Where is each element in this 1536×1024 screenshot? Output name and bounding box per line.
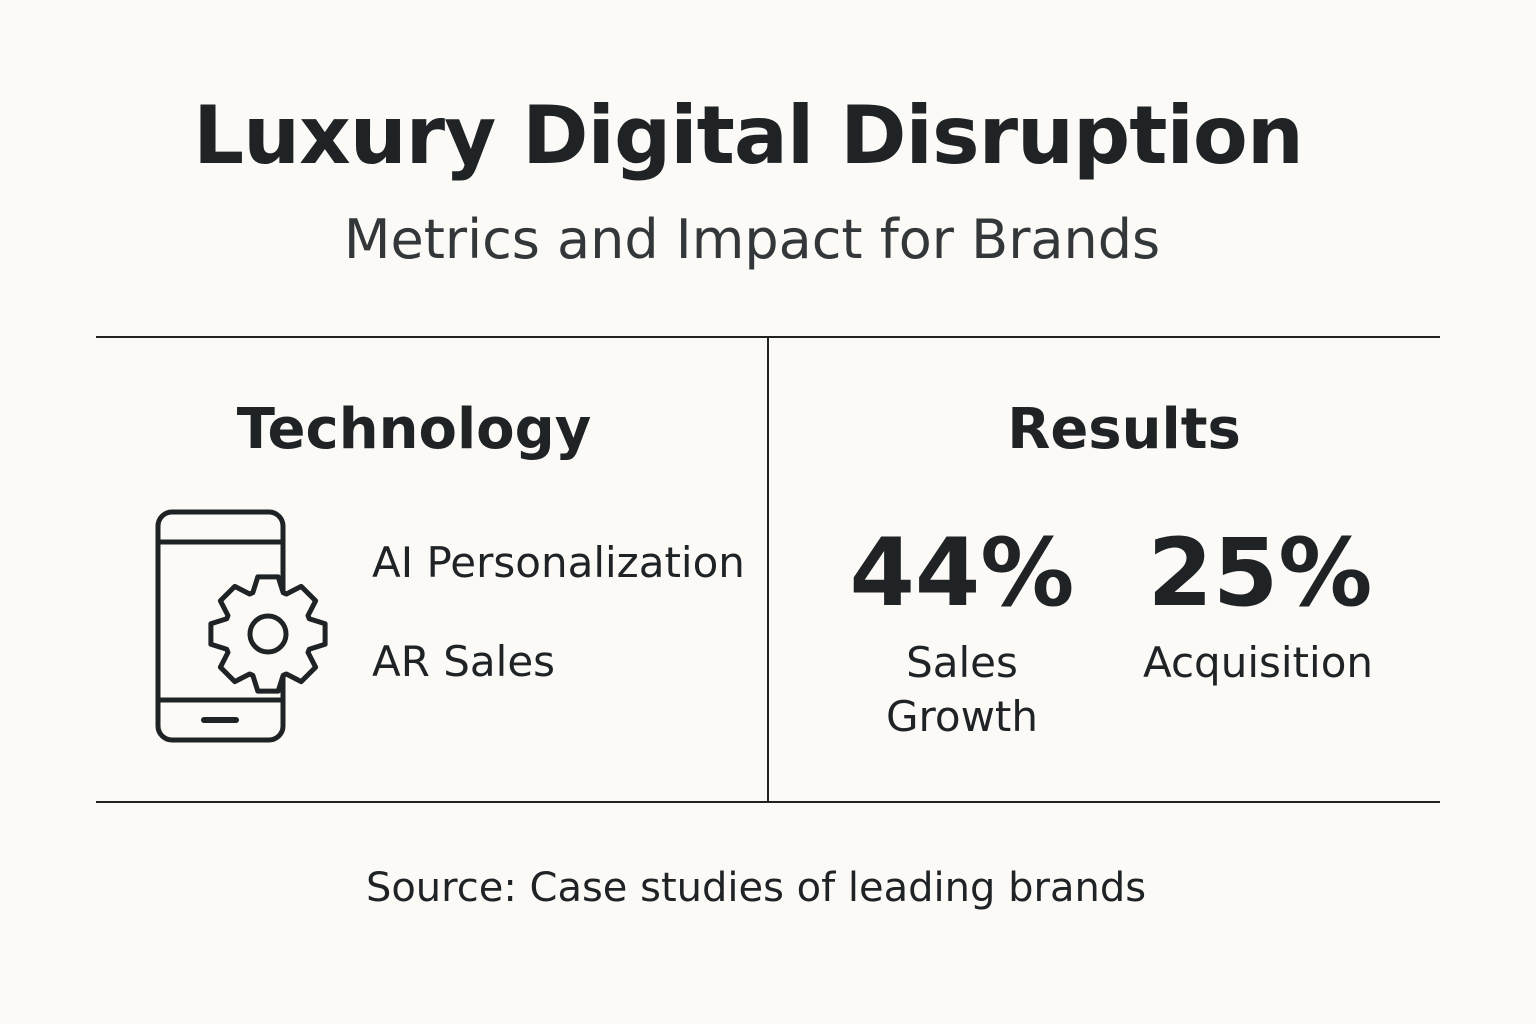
stat-label: Acquisition <box>1142 638 1374 687</box>
phone-icon <box>155 509 328 743</box>
bottom-rule <box>96 801 1440 803</box>
stat-value: 44% <box>849 519 1075 628</box>
gear <box>208 574 328 694</box>
section-heading: Results <box>1007 397 1241 462</box>
subtitle: Metrics and Impact for Brands <box>343 208 1161 271</box>
tech-item: AR Sales <box>372 637 556 686</box>
tech-item: AI Personalization <box>372 538 745 587</box>
section-heading: Technology <box>236 397 592 462</box>
gear-hub <box>247 613 289 655</box>
divider <box>767 337 769 802</box>
title: Luxury Digital Disruption <box>193 89 1304 182</box>
source: Source: Case studies of leading brands <box>365 865 1147 911</box>
stat-label: Sales Growth <box>885 638 1039 741</box>
stat-value: 25% <box>1147 519 1373 628</box>
